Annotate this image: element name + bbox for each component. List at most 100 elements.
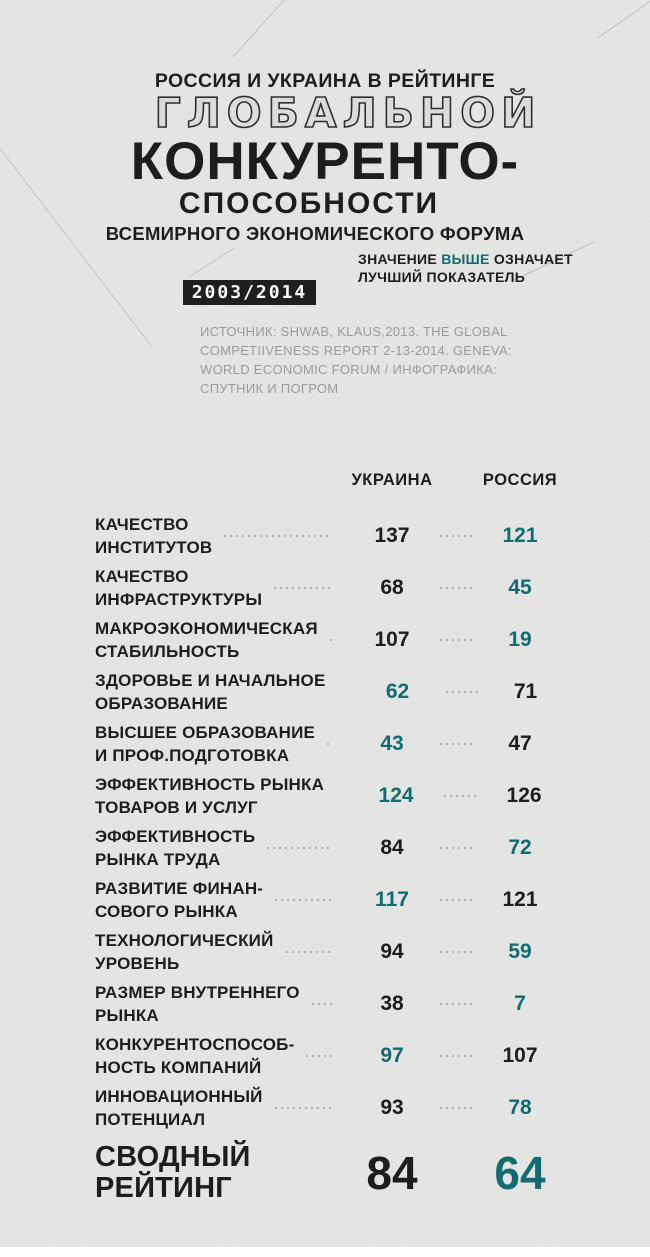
note-text: ОЗНАЧАЕТ xyxy=(489,251,573,267)
kicker-title: РОССИЯ И УКРАИНА В РЕЙТИНГЕ xyxy=(154,70,496,92)
column-header-ukraine: УКРАИНА xyxy=(351,470,433,489)
title-main-konkurento: КОНКУРЕНТО- xyxy=(130,132,520,191)
leader-dots-mid xyxy=(440,587,472,589)
source-line: СПУТНИК И ПОГРОМ xyxy=(200,381,339,396)
leader-dots-mid xyxy=(440,1003,472,1005)
leader-dots-mid xyxy=(440,899,472,901)
leader-dots xyxy=(274,587,332,589)
title-sub-sposobnosti: СПОСОБНОСТИ xyxy=(178,187,440,220)
row-label: ЭФФЕКТИВНОСТЬ РЫНКА ТОВАРОВ И УСЛУГ xyxy=(95,773,324,819)
russia-value: 126 xyxy=(506,784,542,807)
russia-value: 7 xyxy=(514,992,526,1015)
row-label-line: ИНСТИТУТОВ xyxy=(95,538,213,557)
table-row: ЭФФЕКТИВНОСТЬ РЫНКА ТОВАРОВ И УСЛУГ 124 … xyxy=(95,770,568,822)
leader-dots xyxy=(329,639,332,641)
ukraine-value: 38 xyxy=(380,992,404,1015)
row-label-line: ТЕХНОЛОГИЧЕСКИЙ xyxy=(95,931,274,950)
row-label: РАЗМЕР ВНУТРЕННЕГО РЫНКА xyxy=(95,981,300,1027)
table-row: КОНКУРЕНТОСПОСОБ- НОСТЬ КОМПАНИЙ 97 107 xyxy=(95,1030,568,1082)
ukraine-value: 43 xyxy=(380,732,404,755)
row-label-line: ЭФФЕКТИВНОСТЬ xyxy=(95,827,256,846)
row-label-line: УРОВЕНЬ xyxy=(95,954,180,973)
row-label-line: ИННОВАЦИОННЫЙ xyxy=(95,1087,263,1106)
title-outline-globalnoy: ГЛОБАЛЬНОЙ xyxy=(154,89,542,137)
row-label-line: НОСТЬ КОМПАНИЙ xyxy=(95,1058,262,1077)
summary-row: СВОДНЫЙ РЕЙТИНГ 84 64 xyxy=(95,1134,568,1212)
table-row: КАЧЕСТВО ИНФРАСТРУКТУРЫ 68 45 xyxy=(95,562,568,614)
diagonal-decor-lines xyxy=(0,0,650,348)
leader-dots xyxy=(275,899,332,901)
years-badge: 2003/2014 xyxy=(183,280,316,305)
leader-dots xyxy=(327,743,332,745)
ukraine-value: 62 xyxy=(385,680,410,703)
row-label: ВЫСШЕЕ ОБРАЗОВАНИЕ И ПРОФ.ПОДГОТОВКА xyxy=(95,721,315,767)
russia-value: 45 xyxy=(508,576,532,599)
ukraine-value: 117 xyxy=(375,888,409,911)
ukraine-value: 124 xyxy=(378,784,414,807)
row-label-line: РЫНКА ТРУДА xyxy=(95,850,221,869)
row-label-line: РАЗМЕР ВНУТРЕННЕГО xyxy=(95,983,300,1002)
leader-dots-mid xyxy=(440,951,472,953)
leader-dots xyxy=(311,1003,332,1005)
leader-dots xyxy=(224,535,332,537)
table-row: РАЗМЕР ВНУТРЕННЕГО РЫНКА 38 7 xyxy=(95,978,568,1030)
leader-dots-mid xyxy=(445,691,478,693)
row-label: ТЕХНОЛОГИЧЕСКИЙ УРОВЕНЬ xyxy=(95,929,274,975)
legend-note: ЗНАЧЕНИЕ ВЫШЕ ОЗНАЧАЕТ ЛУЧШИЙ ПОКАЗАТЕЛЬ xyxy=(358,250,573,286)
russia-value: 121 xyxy=(502,888,538,911)
row-label: МАКРОЭКОНОМИЧЕСКАЯ СТАБИЛЬНОСТЬ xyxy=(95,617,318,663)
row-label-line: РЫНКА xyxy=(95,1006,159,1025)
russia-value: 71 xyxy=(513,680,538,703)
column-header-russia: РОССИЯ xyxy=(482,470,558,489)
row-label: КАЧЕСТВО ИНФРАСТРУКТУРЫ xyxy=(95,565,262,611)
table-row: ТЕХНОЛОГИЧЕСКИЙ УРОВЕНЬ 94 59 xyxy=(95,926,568,978)
leader-dots-mid xyxy=(440,1107,472,1109)
source-line: WORLD ECONOMIC FORUM / ИНФОГРАФИКА: xyxy=(200,362,497,377)
row-label-line: СОВОГО РЫНКА xyxy=(95,902,238,921)
russia-value: 47 xyxy=(508,732,532,755)
row-label-line: МАКРОЭКОНОМИЧЕСКАЯ xyxy=(95,619,318,638)
row-label-line: ПОТЕНЦИАЛ xyxy=(95,1110,206,1129)
table-row: ВЫСШЕЕ ОБРАЗОВАНИЕ И ПРОФ.ПОДГОТОВКА 43 … xyxy=(95,718,568,770)
legend-note-line2: ЛУЧШИЙ ПОКАЗАТЕЛЬ xyxy=(358,269,526,285)
ukraine-value: 97 xyxy=(380,1044,404,1067)
row-label-line: ИНФРАСТРУКТУРЫ xyxy=(95,590,263,609)
russia-value: 72 xyxy=(508,836,532,859)
summary-label: СВОДНЫЙ РЕЙТИНГ xyxy=(95,1142,251,1204)
title-organization: ВСЕМИРНОГО ЭКОНОМИЧЕСКОГО ФОРУМА xyxy=(105,223,525,244)
row-label-line: ТОВАРОВ И УСЛУГ xyxy=(95,798,258,817)
table-row: ЭФФЕКТИВНОСТЬ РЫНКА ТРУДА 84 72 xyxy=(95,822,568,874)
leader-dots-mid xyxy=(440,639,472,641)
leader-dots xyxy=(267,847,332,849)
source-line: COMPETIIVENESS REPORT 2-13-2014. GENEVA: xyxy=(200,343,512,358)
ukraine-value: 93 xyxy=(380,1096,404,1119)
summary-label-line: РЕЙТИНГ xyxy=(95,1172,232,1204)
row-label-line: ОБРАЗОВАНИЕ xyxy=(95,694,228,713)
row-label-line: КАЧЕСТВО xyxy=(95,567,189,586)
row-label-line: КОНКУРЕНТОСПОСОБ- xyxy=(95,1035,295,1054)
source-line: ИСТОЧНИК: SHWAB, KLAUS,2013. THE GLOBAL xyxy=(200,324,508,339)
row-label-line: ЗДОРОВЬЕ И НАЧАЛЬНОЕ xyxy=(95,671,326,690)
note-text: ЗНАЧЕНИЕ xyxy=(358,251,442,267)
table-row: МАКРОЭКОНОМИЧЕСКАЯ СТАБИЛЬНОСТЬ 107 19 xyxy=(95,614,568,666)
leader-dots xyxy=(274,1107,332,1109)
row-label-line: СТАБИЛЬНОСТЬ xyxy=(95,642,240,661)
ukraine-value: 107 xyxy=(374,628,410,651)
row-label: РАЗВИТИЕ ФИНАН- СОВОГО РЫНКА xyxy=(95,877,263,923)
ukraine-value: 68 xyxy=(380,576,404,599)
row-label-line: ЭФФЕКТИВНОСТЬ РЫНКА xyxy=(95,775,325,794)
table-rows: КАЧЕСТВО ИНСТИТУТОВ 137 121 КАЧЕСТВО ИНФ… xyxy=(0,510,650,1134)
column-headers: УКРАИНА РОССИЯ xyxy=(95,466,568,494)
summary-label-line: СВОДНЫЙ xyxy=(95,1141,251,1173)
leader-dots-mid xyxy=(440,743,472,745)
row-label-line: КАЧЕСТВО xyxy=(95,515,189,534)
row-label: ИННОВАЦИОННЫЙ ПОТЕНЦИАЛ xyxy=(95,1085,263,1131)
row-label-line: ВЫСШЕЕ ОБРАЗОВАНИЕ xyxy=(95,723,316,742)
row-label: КОНКУРЕНТОСПОСОБ- НОСТЬ КОМПАНИЙ xyxy=(95,1033,294,1079)
leader-dots-mid xyxy=(440,1055,472,1057)
russia-value: 59 xyxy=(508,940,532,963)
legend-note-line1: ЗНАЧЕНИЕ ВЫШЕ ОЗНАЧАЕТ xyxy=(358,250,573,268)
table-row: ЗДОРОВЬЕ И НАЧАЛЬНОЕ ОБРАЗОВАНИЕ 62 71 xyxy=(95,666,568,718)
leader-dots-mid xyxy=(444,795,477,797)
